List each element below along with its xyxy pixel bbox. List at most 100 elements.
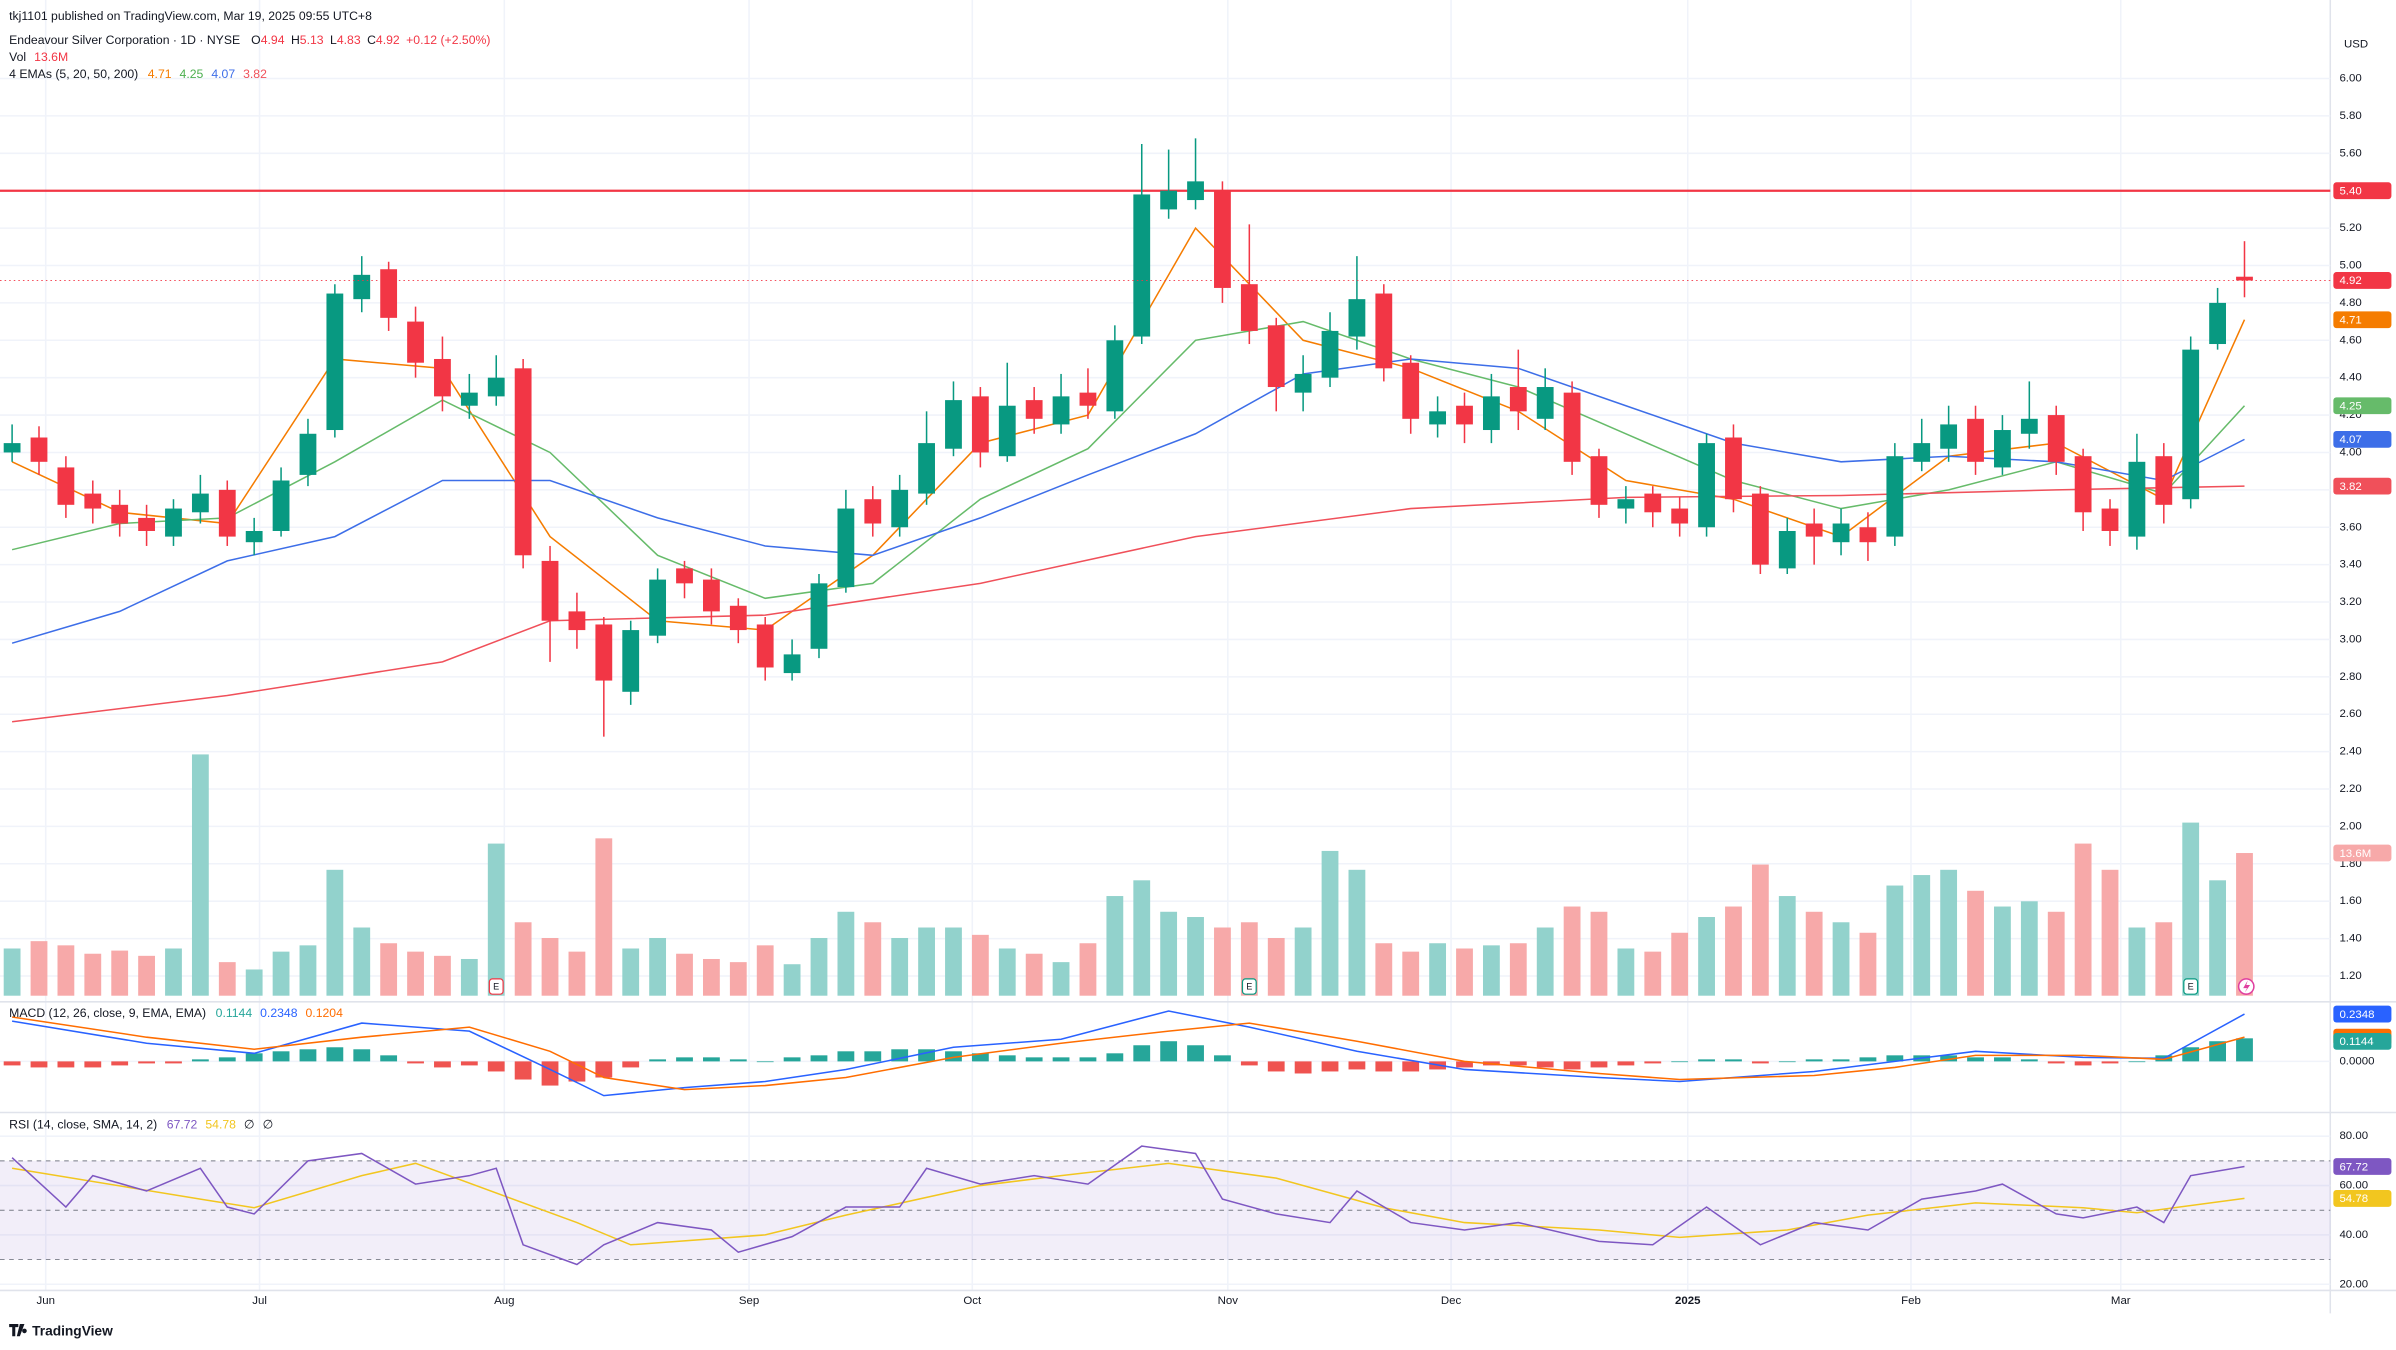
macd-hist-bar xyxy=(945,1051,962,1062)
candle-body xyxy=(1267,325,1285,388)
volume-bar xyxy=(1725,906,1742,996)
volume-bar xyxy=(2020,901,2038,996)
macd-hist-bar xyxy=(380,1055,398,1062)
macd-hist-bar xyxy=(1967,1057,1984,1062)
legend-key: L xyxy=(330,33,337,47)
volume-bar xyxy=(1187,917,1204,996)
volume-bar xyxy=(1536,927,1554,996)
candle-body xyxy=(756,624,774,668)
symbol-title: Endeavour Silver Corporation · 1D · NYSE xyxy=(9,33,240,47)
rsi-tag-bg xyxy=(2333,1190,2392,1207)
ema-tag: 4.07 xyxy=(2339,434,2361,446)
symbol-legend: Endeavour Silver Corporation · 1D · NYSE… xyxy=(9,33,490,47)
candle-body xyxy=(1294,373,1312,393)
high-value: 5.13 xyxy=(300,33,324,47)
volume-tag: 13.6M xyxy=(2339,848,2371,860)
macd-hist-bar xyxy=(810,1055,828,1062)
volume-bar xyxy=(2182,822,2200,996)
volume-bar xyxy=(1267,938,1285,996)
volume-title: Vol xyxy=(9,50,26,64)
candle-body xyxy=(1671,508,1689,524)
volume-bar xyxy=(1913,875,1931,996)
volume-bar xyxy=(1940,869,1958,996)
candle-body xyxy=(1052,396,1070,425)
volume-bar xyxy=(57,945,75,996)
ema-tag: 3.82 xyxy=(2339,481,2361,493)
event-label: E xyxy=(2188,982,2194,992)
rsi-tag-bg xyxy=(2333,1158,2392,1175)
macd-hist-bar xyxy=(864,1051,882,1062)
candle-body xyxy=(1375,293,1393,369)
candle-body xyxy=(864,499,882,524)
volume-bar xyxy=(299,945,317,996)
candle-body xyxy=(1751,493,1769,565)
volume-bar xyxy=(622,948,640,996)
macd-hist-bar xyxy=(1617,1061,1635,1066)
candle-body xyxy=(1536,387,1554,419)
macd-hist-bar xyxy=(1563,1061,1581,1070)
volume-bar xyxy=(1456,948,1473,996)
macd-hist-bar xyxy=(138,1061,155,1064)
price-tag: 4.92 xyxy=(2339,275,2361,287)
candle-body xyxy=(568,611,586,631)
volume-bar xyxy=(353,927,371,996)
ema-legend: 4 EMAs (5, 20, 50, 200) 4.71 4.25 4.07 3… xyxy=(9,67,267,81)
macd-hist-bar xyxy=(1509,1061,1527,1066)
ema-tag-bg xyxy=(2333,430,2392,448)
macd-hist-bar xyxy=(971,1053,989,1062)
volume-bar xyxy=(218,962,236,996)
volume-bar xyxy=(2101,869,2119,996)
volume-bar xyxy=(460,958,478,996)
event-label: E xyxy=(493,982,499,992)
volume-bar xyxy=(891,938,909,996)
macd-hist-bar xyxy=(541,1061,559,1086)
macd-hist-bar xyxy=(460,1061,478,1066)
y-tick-label: 5.80 xyxy=(2339,110,2361,122)
volume-bar xyxy=(1698,917,1715,996)
candle-body xyxy=(1778,530,1796,569)
candle-body xyxy=(649,579,667,636)
candle-body xyxy=(138,517,155,531)
candle-body xyxy=(1994,430,2011,468)
macd-hist-bar xyxy=(2101,1061,2119,1064)
candle-body xyxy=(2236,276,2253,281)
ema-value: 4.07 xyxy=(211,67,235,81)
volume-bar xyxy=(1509,943,1527,996)
candle-body xyxy=(1913,443,1931,462)
x-tick-label: Feb xyxy=(1901,1295,1921,1307)
macd-value: 0.2348 xyxy=(260,1006,298,1020)
volume-bar xyxy=(1832,922,1850,996)
ema-tag-bg xyxy=(2333,397,2392,415)
volume-bar xyxy=(1294,927,1312,996)
volume-bar xyxy=(84,953,102,996)
macd-hist-bar xyxy=(891,1049,909,1062)
candle-body xyxy=(1240,284,1258,331)
axis: Jun Jul Aug Sep Oct Nov Dec 2025 Feb Mar 1.20 1.40 1… xyxy=(36,73,2392,1307)
macd-hist-bar xyxy=(1832,1059,1850,1062)
candle-body xyxy=(1133,194,1151,337)
rsi-tag: 67.72 xyxy=(2339,1161,2368,1173)
macd-hist-bar xyxy=(84,1061,102,1068)
event-badge xyxy=(2183,978,2199,995)
rsi-tag: 54.78 xyxy=(2339,1193,2368,1205)
candle-body xyxy=(3,443,21,453)
volume-bar xyxy=(1106,896,1124,996)
macd-hist-bar xyxy=(2128,1061,2146,1063)
macd-hist-bar xyxy=(1052,1057,1070,1062)
candle-body xyxy=(1832,523,1850,543)
macd-hist-bar xyxy=(165,1061,182,1064)
macd-legend: MACD (12, 26, close, 9, EMA, EMA) 0.1144… xyxy=(9,1006,343,1020)
macd-hist-bar xyxy=(649,1059,667,1062)
macd-hist-bar xyxy=(837,1051,855,1062)
event-badge xyxy=(1241,978,1257,995)
candle-body xyxy=(998,405,1016,457)
candle-body xyxy=(837,508,855,588)
rsi-title: RSI (14, close, SMA, 14, 2) xyxy=(9,1118,157,1132)
candle-body xyxy=(703,579,720,612)
volume-value: 13.6M xyxy=(34,50,68,64)
level-tag-bg xyxy=(2333,182,2392,200)
macd-hist-bar xyxy=(514,1061,532,1080)
candle-body xyxy=(487,377,505,397)
candle-body xyxy=(1886,456,1904,537)
macd-hist-bar xyxy=(407,1061,424,1064)
